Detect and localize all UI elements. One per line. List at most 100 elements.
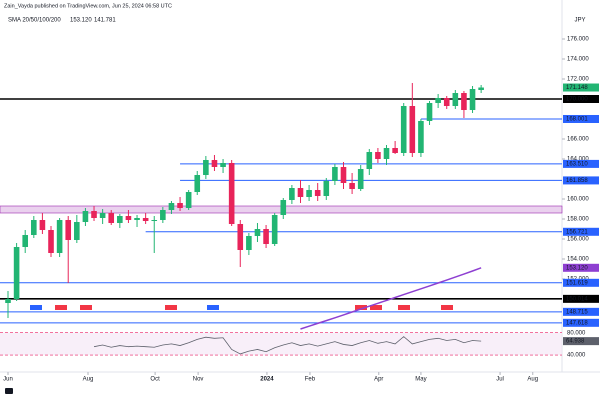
y-tick-label: 164.000 bbox=[567, 157, 589, 163]
x-tick-label: Feb bbox=[305, 377, 316, 383]
tag bbox=[207, 305, 219, 310]
candle-body bbox=[82, 211, 89, 222]
level-label: 163.510 bbox=[566, 161, 588, 167]
rsi-tick-label: 40.000 bbox=[567, 353, 586, 359]
sma-label-bg bbox=[563, 263, 599, 272]
candle-body bbox=[48, 230, 54, 253]
candle-body bbox=[478, 87, 484, 90]
chart-title: Zain_Vayda published on TradingView.com,… bbox=[4, 3, 172, 9]
tv-logo bbox=[5, 388, 13, 394]
last-price-bg bbox=[563, 83, 599, 92]
candle-body bbox=[237, 224, 244, 250]
candle-body bbox=[314, 190, 321, 196]
sma-label: 153.120 bbox=[566, 265, 588, 271]
candle-body bbox=[263, 229, 269, 244]
x-tick-label: Aug bbox=[83, 377, 94, 383]
level-label-bg bbox=[563, 294, 599, 303]
x-tick-label: Nov bbox=[193, 377, 204, 383]
level-label-bg bbox=[563, 227, 599, 236]
candle-body bbox=[142, 218, 149, 221]
tag bbox=[441, 305, 453, 310]
candle-body bbox=[452, 93, 459, 106]
candle-body bbox=[151, 220, 158, 221]
level-label: 168.001 bbox=[566, 117, 588, 123]
candle-body bbox=[65, 220, 72, 240]
candle-body bbox=[366, 152, 373, 169]
x-tick-label: Jul bbox=[496, 377, 504, 383]
x-tick-label: Jun bbox=[3, 377, 13, 383]
level-label-bg bbox=[563, 278, 599, 287]
currency: JPY bbox=[574, 18, 585, 24]
rsi-last-bg bbox=[563, 337, 599, 346]
candle-body bbox=[271, 215, 278, 244]
candle-body bbox=[22, 235, 29, 247]
candle-body bbox=[435, 98, 441, 103]
candle-body bbox=[443, 98, 450, 106]
legend-value: 153.120 bbox=[70, 18, 92, 24]
y-tick-label: 176.000 bbox=[567, 37, 589, 43]
candle-body bbox=[392, 148, 398, 153]
x-tick-label: 2024 bbox=[260, 377, 274, 383]
candle-body bbox=[108, 213, 115, 223]
candle-body bbox=[461, 93, 467, 110]
candle-body bbox=[418, 121, 424, 153]
rsi-tick-label: 80.000 bbox=[567, 330, 586, 336]
candle-body bbox=[254, 229, 261, 236]
level-label-bg bbox=[563, 318, 599, 327]
level-label: 170.000 bbox=[566, 97, 588, 103]
y-tick-label: 156.000 bbox=[567, 237, 589, 243]
tag bbox=[55, 305, 67, 310]
tag bbox=[165, 305, 177, 310]
candle-body bbox=[400, 106, 407, 153]
x-tick-label: May bbox=[415, 377, 426, 383]
tag bbox=[80, 305, 92, 310]
candle-body bbox=[289, 188, 295, 200]
tag bbox=[30, 305, 42, 310]
x-tick-label: Apr bbox=[374, 377, 383, 383]
y-tick-label: 158.000 bbox=[567, 217, 589, 223]
candle-body bbox=[74, 222, 80, 240]
level-label: 148.715 bbox=[566, 309, 588, 315]
candle-body bbox=[56, 220, 63, 253]
level-label-bg bbox=[563, 176, 599, 185]
legend-label: SMA 20/50/100/200 bbox=[8, 18, 61, 24]
rsi-tags bbox=[30, 305, 453, 310]
candle-body bbox=[99, 213, 106, 218]
x-tick-label: Oct bbox=[150, 377, 160, 383]
candle-body bbox=[31, 220, 37, 235]
candle-body bbox=[306, 190, 312, 197]
level-label-bg bbox=[563, 159, 599, 168]
candle-body bbox=[134, 218, 140, 220]
candle-body bbox=[323, 181, 330, 196]
candle-body bbox=[211, 160, 218, 167]
y-tick-label: 160.000 bbox=[567, 197, 589, 203]
rsi-last-label: 64.938 bbox=[566, 339, 585, 345]
rsi-band bbox=[0, 332, 562, 356]
level-label: 147.618 bbox=[566, 320, 588, 326]
candle-body bbox=[349, 183, 355, 189]
level-label-bg bbox=[563, 95, 599, 103]
logo-mark bbox=[5, 388, 13, 394]
candle-body bbox=[409, 106, 416, 153]
level-label-bg bbox=[563, 114, 599, 123]
candle-body bbox=[426, 103, 433, 121]
last-price-label: 171.148 bbox=[566, 85, 588, 91]
candle-body bbox=[117, 216, 123, 223]
level-label: 156.721 bbox=[566, 229, 588, 235]
x-tick-label: Aug bbox=[527, 377, 538, 383]
candle-body bbox=[469, 89, 476, 110]
tag bbox=[398, 305, 410, 310]
tag bbox=[370, 305, 382, 310]
candle-body bbox=[5, 299, 11, 303]
candle-body bbox=[332, 167, 338, 181]
candle-body bbox=[220, 163, 226, 167]
candle-body bbox=[383, 148, 390, 159]
level-label: 150.014 bbox=[566, 296, 588, 302]
level-label: 151.619 bbox=[566, 280, 588, 286]
candle-body bbox=[357, 169, 364, 189]
candle-body bbox=[125, 216, 132, 220]
plot: 153.120 141.781176.000174.000172.000166.0… bbox=[0, 18, 599, 383]
y-tick-label: 166.000 bbox=[567, 137, 589, 143]
